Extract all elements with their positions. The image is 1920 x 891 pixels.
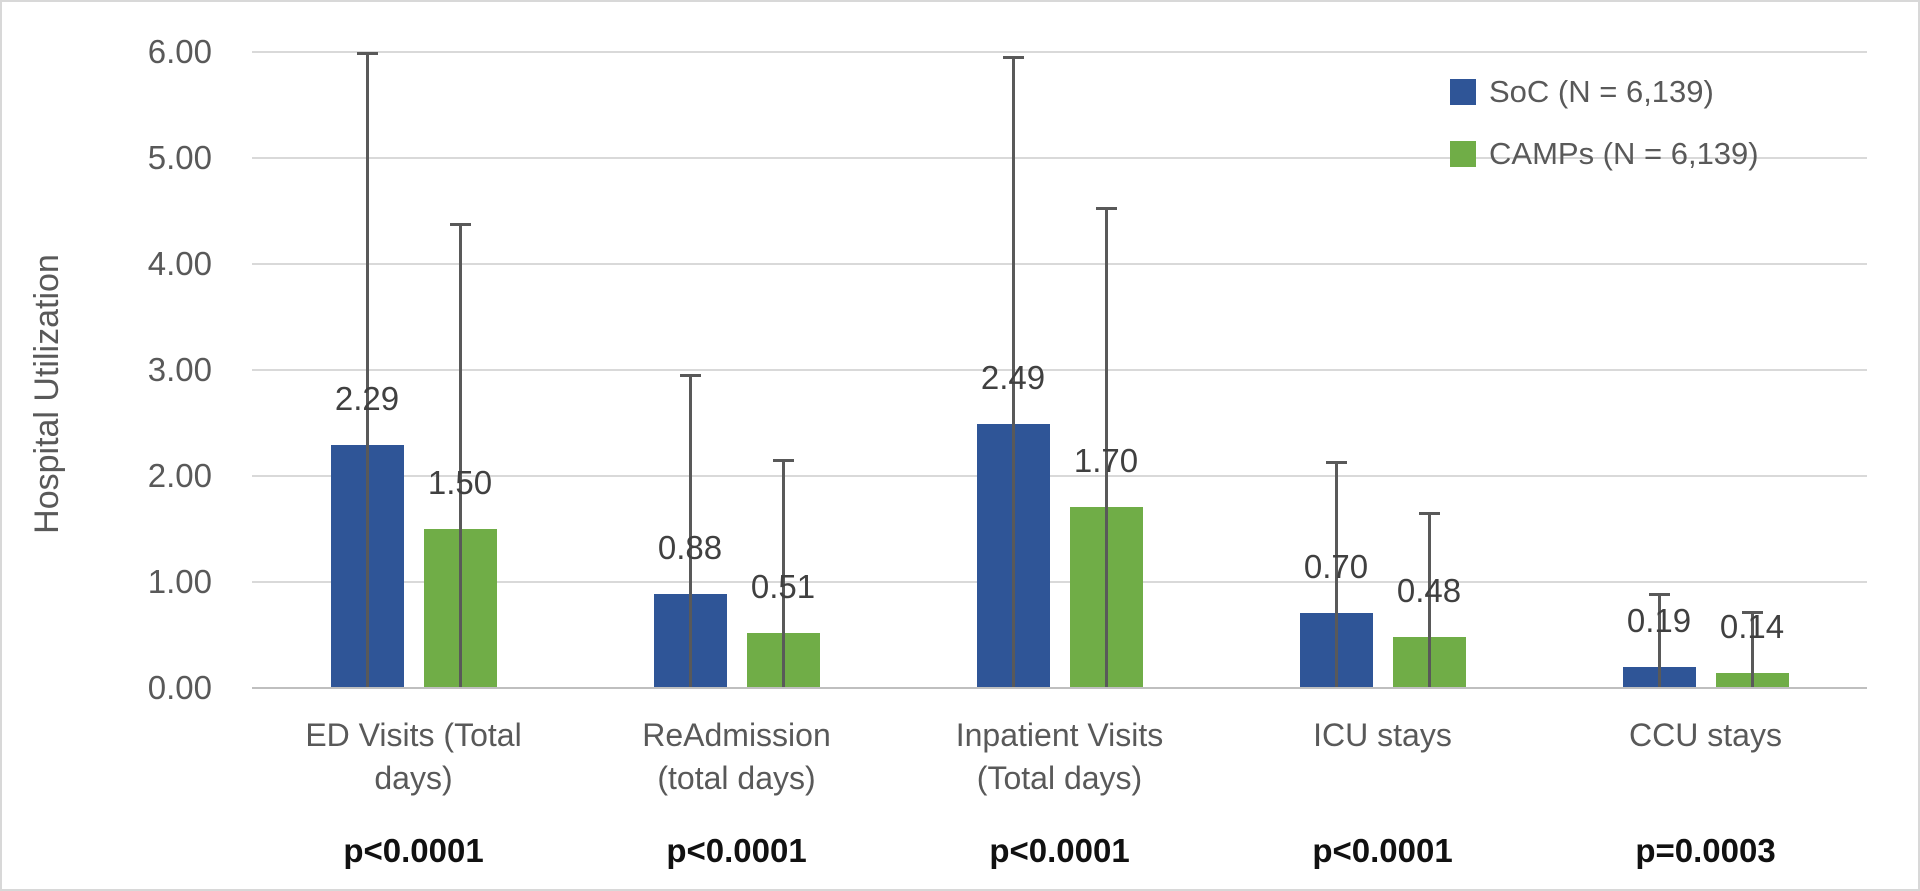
error-bar bbox=[365, 52, 369, 688]
error-bar bbox=[1104, 206, 1108, 688]
error-bar-cap bbox=[1741, 611, 1763, 615]
category-label: ED Visits (Total days) bbox=[305, 717, 522, 796]
error-bar-cap bbox=[772, 458, 794, 462]
error-bar bbox=[688, 374, 692, 688]
category-label: ReAdmission (total days) bbox=[642, 717, 831, 796]
legend: SoC (N = 6,139) CAMPs (N = 6,139) bbox=[1450, 74, 1759, 198]
error-bar-cap bbox=[1648, 593, 1670, 597]
gridline bbox=[252, 157, 1867, 159]
legend-swatch-icon bbox=[1450, 79, 1476, 105]
p-value-label: p<0.0001 bbox=[1312, 832, 1453, 869]
data-label: 0.70 bbox=[1303, 548, 1369, 586]
data-label: 0.48 bbox=[1396, 571, 1462, 609]
data-label: 1.70 bbox=[1073, 442, 1139, 480]
p-value-label: p<0.0001 bbox=[343, 832, 484, 869]
error-bar bbox=[458, 222, 462, 688]
gridline bbox=[252, 262, 1867, 265]
gridline bbox=[252, 474, 1867, 477]
category-label: Inpatient Visits (Total days) bbox=[955, 717, 1164, 796]
p-value-label: p<0.0001 bbox=[989, 832, 1130, 869]
error-bar-cap bbox=[1095, 206, 1117, 210]
error-bar bbox=[781, 458, 785, 688]
x-axis-line bbox=[252, 686, 1867, 689]
error-bar-cap bbox=[1002, 56, 1024, 60]
data-label: 0.14 bbox=[1719, 607, 1785, 645]
error-bar-cap bbox=[449, 222, 471, 226]
gridline bbox=[252, 51, 1867, 54]
gridline bbox=[252, 580, 1867, 583]
error-bar-cap bbox=[356, 52, 378, 56]
legend-item: CAMPs (N = 6,139) bbox=[1450, 136, 1759, 172]
legend-label: SoC (N = 6,139) bbox=[1489, 74, 1714, 109]
data-label: 0.88 bbox=[657, 529, 723, 567]
category-label: CCU stays bbox=[1629, 717, 1782, 753]
y-tick-label: 2.00 bbox=[147, 456, 212, 494]
data-label: 1.50 bbox=[427, 463, 493, 501]
legend-label: CAMPs (N = 6,139) bbox=[1489, 136, 1759, 171]
error-bar bbox=[1427, 511, 1431, 688]
p-value-label: p=0.0003 bbox=[1635, 832, 1776, 869]
y-tick-label: 6.00 bbox=[147, 33, 212, 71]
gridline bbox=[252, 368, 1867, 371]
legend-swatch-icon bbox=[1450, 141, 1476, 167]
error-bar-cap bbox=[679, 374, 701, 378]
error-bar-cap bbox=[1325, 460, 1347, 464]
y-tick-label: 5.00 bbox=[147, 139, 212, 176]
error-bar bbox=[1657, 593, 1661, 688]
data-label: 2.49 bbox=[980, 358, 1046, 396]
y-tick-label: 4.00 bbox=[147, 244, 212, 282]
data-label: 2.29 bbox=[334, 379, 400, 417]
data-label: 0.51 bbox=[750, 568, 816, 606]
p-value-label: p<0.0001 bbox=[666, 832, 807, 869]
error-bar-cap bbox=[1418, 511, 1440, 515]
error-bar bbox=[1011, 56, 1015, 688]
y-tick-label: 3.00 bbox=[147, 350, 212, 388]
y-tick-label: 0.00 bbox=[147, 668, 212, 706]
data-label: 0.19 bbox=[1626, 602, 1692, 640]
category-label: ICU stays bbox=[1313, 717, 1452, 753]
y-tick-label: 1.00 bbox=[147, 562, 212, 600]
legend-item: SoC (N = 6,139) bbox=[1450, 74, 1759, 110]
error-bar bbox=[1334, 460, 1338, 688]
error-bar bbox=[1750, 611, 1754, 688]
